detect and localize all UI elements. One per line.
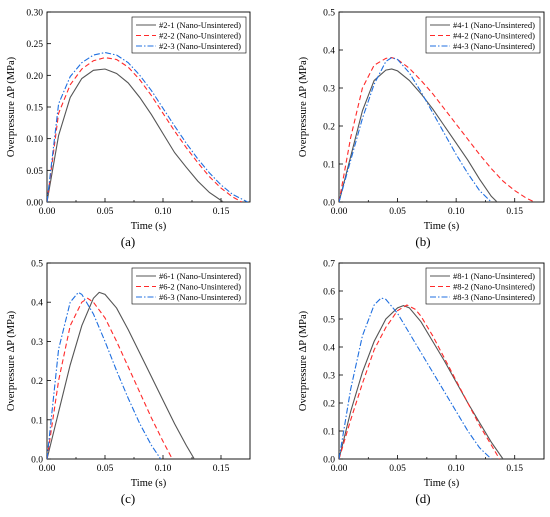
- series-line-2: [47, 297, 173, 459]
- legend-label: #2-3 (Nano-Unsintered): [159, 41, 241, 51]
- y-tick-label: 0.3: [323, 85, 335, 95]
- y-tick-label: 0.5: [323, 9, 335, 19]
- series-line-3: [47, 291, 162, 459]
- panel-caption: (b): [415, 234, 430, 249]
- series-line-1: [47, 291, 195, 459]
- series-line-3: [47, 51, 248, 202]
- x-tick-label: 0.05: [97, 207, 114, 217]
- series-line-2: [339, 304, 500, 459]
- legend-label: #4-1 (Nano-Unsintered): [453, 20, 535, 30]
- x-tick-label: 0.15: [213, 464, 230, 474]
- y-axis-title: Overpressure ΔP (MPa): [6, 56, 17, 157]
- y-tick-label: 0.1: [323, 428, 335, 438]
- legend-label: #4-3 (Nano-Unsintered): [453, 41, 535, 51]
- y-axis-title: Overpressure ΔP (MPa): [298, 310, 309, 411]
- y-tick-label: 0.00: [26, 199, 43, 209]
- x-tick-label: 0.00: [331, 207, 348, 217]
- y-tick-label: 0.5: [31, 260, 43, 270]
- x-tick-label: 0.15: [506, 207, 523, 217]
- chart-panel-4: 0.00 0.05 0.10 0.15 0.0 0.1 0.2 0.3 0.4 0.5 0.6 0.7…: [298, 260, 545, 506]
- legend-box: [425, 267, 541, 305]
- y-tick-label: 0.05: [26, 167, 43, 177]
- y-tick-label: 0.3: [31, 338, 43, 348]
- y-tick-label: 0.10: [26, 135, 43, 145]
- y-tick-label: 0.0: [323, 456, 335, 466]
- x-tick-label: 0.05: [97, 464, 114, 474]
- y-tick-label: 0.6: [323, 288, 335, 298]
- legend-box: [131, 16, 247, 54]
- x-tick-label: 0.15: [213, 207, 230, 217]
- panel-caption: (c): [121, 491, 135, 506]
- y-axis-title: Overpressure ΔP (MPa): [6, 310, 17, 411]
- y-tick-label: 0.2: [323, 400, 335, 410]
- x-axis-title: Time (s): [131, 478, 167, 489]
- plot-frame: [46, 262, 251, 460]
- y-tick-label: 0.15: [26, 104, 43, 114]
- x-tick-label: 0.10: [155, 464, 172, 474]
- y-tick-label: 0.0: [323, 199, 335, 209]
- y-tick-label: 0.2: [323, 123, 335, 133]
- legend-box: [425, 16, 541, 54]
- plot-frame: [338, 11, 545, 203]
- panel-caption: (d): [415, 491, 430, 506]
- x-tick-label: 0.00: [39, 464, 56, 474]
- series-line-3: [339, 297, 492, 459]
- legend-label: #8-2 (Nano-Unsintered): [453, 282, 535, 292]
- y-axis-title: Overpressure ΔP (MPa): [298, 56, 309, 157]
- legend-label: #8-1 (Nano-Unsintered): [453, 271, 535, 281]
- y-tick-label: 0.1: [323, 161, 335, 171]
- y-tick-label: 0.7: [323, 260, 335, 270]
- legend-label: #6-1 (Nano-Unsintered): [159, 271, 241, 281]
- series-line-3: [339, 56, 492, 202]
- series-line-1: [339, 304, 504, 459]
- y-tick-label: 0.20: [26, 72, 43, 82]
- panel-caption: (a): [121, 234, 135, 249]
- series-line-1: [339, 68, 498, 202]
- legend-label: #6-2 (Nano-Unsintered): [159, 282, 241, 292]
- y-tick-label: 0.5: [323, 316, 335, 326]
- y-tick-label: 0.2: [31, 377, 43, 387]
- x-tick-label: 0.00: [331, 464, 348, 474]
- legend-label: #2-2 (Nano-Unsintered): [159, 31, 241, 41]
- y-tick-label: 0.4: [31, 299, 43, 309]
- legend-label: #2-1 (Nano-Unsintered): [159, 20, 241, 30]
- x-axis-title: Time (s): [424, 478, 460, 489]
- y-tick-label: 0.1: [31, 416, 43, 426]
- y-tick-label: 0.0: [31, 456, 43, 466]
- x-tick-label: 0.10: [155, 207, 172, 217]
- x-tick-label: 0.05: [389, 207, 406, 217]
- chart-panel-3: 0.00 0.05 0.10 0.15 0.0 0.1 0.2 0.3 0.4 0.5 Time (…: [6, 260, 251, 506]
- chart-panel-1: 0.00 0.05 0.10 0.15 0.00 0.05 0.10 0.15 0.20 0.25…: [6, 9, 251, 249]
- x-tick-label: 0.05: [389, 464, 406, 474]
- y-tick-label: 0.4: [323, 344, 335, 354]
- x-tick-label: 0.00: [39, 207, 56, 217]
- series-line-1: [47, 68, 224, 202]
- legend-label: #6-3 (Nano-Unsintered): [159, 292, 241, 302]
- plot-frame: [338, 262, 545, 460]
- chart-panel-2: 0.00 0.05 0.10 0.15 0.0 0.1 0.2 0.3 0.4 0.5 Time (…: [298, 9, 545, 249]
- y-tick-label: 0.30: [26, 9, 43, 19]
- y-tick-label: 0.25: [26, 40, 43, 50]
- legend-label: #8-3 (Nano-Unsintered): [453, 292, 535, 302]
- legend-label: #4-2 (Nano-Unsintered): [453, 31, 535, 41]
- y-tick-label: 0.3: [323, 372, 335, 382]
- series-line-2: [47, 57, 243, 202]
- x-axis-title: Time (s): [424, 221, 460, 232]
- legend-box: [131, 267, 247, 305]
- x-axis-title: Time (s): [131, 221, 167, 232]
- y-tick-label: 0.4: [323, 47, 335, 57]
- x-tick-label: 0.15: [506, 464, 523, 474]
- series-line-2: [339, 57, 535, 202]
- x-tick-label: 0.10: [448, 464, 465, 474]
- x-tick-label: 0.10: [448, 207, 465, 217]
